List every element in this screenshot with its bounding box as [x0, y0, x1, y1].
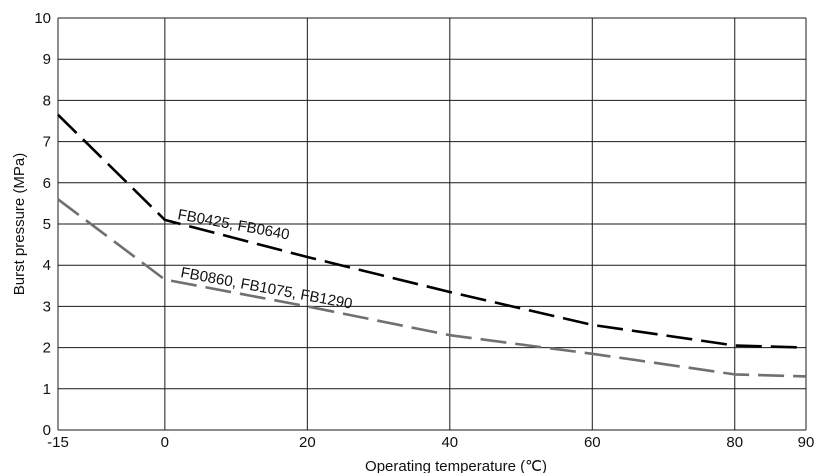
x-tick-label: 80	[726, 434, 743, 451]
series-line-0	[57, 113, 807, 349]
y-tick-label: 4	[43, 257, 51, 274]
series-lines	[57, 113, 807, 378]
y-tick-label: 10	[34, 10, 51, 27]
x-tick-label: 60	[584, 434, 601, 451]
x-axis-title: Operating temperature (℃)	[365, 458, 547, 473]
y-tick-label: 5	[43, 216, 51, 233]
y-tick-label: 1	[43, 381, 51, 398]
y-tick-label: 2	[43, 340, 51, 357]
x-tick-label: 20	[299, 434, 316, 451]
y-tick-label: 8	[43, 92, 51, 109]
series-line-1	[57, 198, 807, 378]
x-tick-label: 90	[798, 434, 815, 451]
y-tick-label: 7	[43, 134, 51, 151]
y-tick-label: 6	[43, 175, 51, 192]
y-tick-label: 9	[43, 51, 51, 68]
y-axis-title: Burst pressure (MPa)	[11, 153, 28, 296]
x-tick-label: -15	[47, 434, 69, 451]
x-tick-label: 0	[161, 434, 169, 451]
grid	[57, 17, 807, 431]
y-tick-label: 3	[43, 298, 51, 315]
y-tick-label: 0	[43, 422, 51, 439]
x-tick-label: 40	[441, 434, 458, 451]
